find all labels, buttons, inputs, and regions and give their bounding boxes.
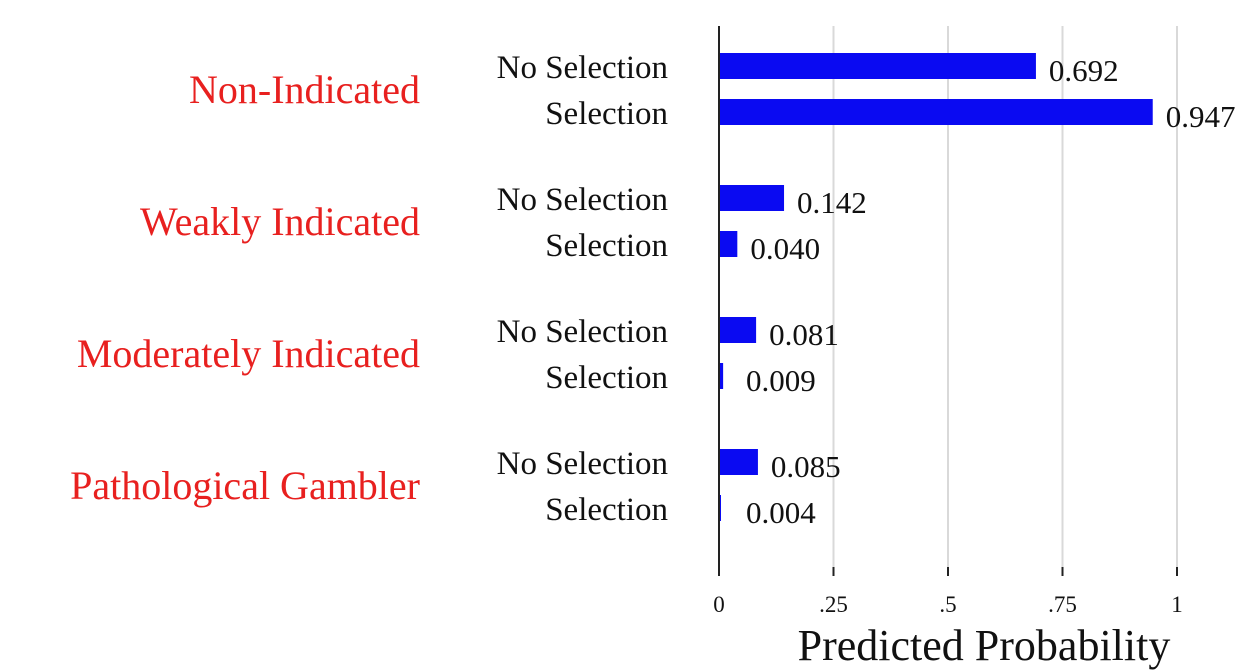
bar-category-label: No Selection	[497, 314, 668, 350]
x-tick-label: .25	[819, 592, 848, 617]
bar	[719, 99, 1153, 125]
group-label: Moderately Indicated	[77, 331, 420, 376]
bar-value-label: 0.040	[750, 231, 820, 266]
x-axis-ticks: 0 .25 .5 .75 1	[713, 567, 1183, 617]
bar-category-label: Selection	[545, 492, 668, 528]
group-label: Weakly Indicated	[140, 199, 420, 244]
x-tick-label: 1	[1171, 592, 1183, 617]
bar-value-label: 0.009	[746, 363, 816, 398]
group-label: Pathological Gambler	[70, 463, 420, 508]
x-tick-label: .5	[939, 592, 956, 617]
bar-value-label: 0.004	[746, 495, 816, 530]
bar-value-label: 0.692	[1049, 53, 1119, 88]
group-label: Non-Indicated	[189, 67, 420, 112]
bar-category-label: Selection	[545, 96, 668, 132]
bar-category-label: No Selection	[497, 182, 668, 218]
bar	[719, 363, 724, 389]
bar-value-label: 0.081	[769, 317, 839, 352]
bar	[719, 231, 738, 257]
bars	[719, 53, 1153, 521]
bar-category-label: Selection	[545, 228, 668, 264]
bar-category-label: Selection	[545, 360, 668, 396]
bar	[719, 449, 758, 475]
bar	[719, 53, 1036, 79]
bar-category-label: No Selection	[497, 50, 668, 86]
labels: Non-Indicated No Selection 0.692 Selection 0…	[70, 50, 1235, 530]
x-axis-title: Predicted Probability	[798, 621, 1171, 670]
bar-category-label: No Selection	[497, 446, 668, 482]
x-tick-label: 0	[713, 592, 725, 617]
bar-value-label: 0.085	[771, 449, 841, 484]
bar-value-label: 0.947	[1166, 99, 1236, 134]
bar-value-label: 0.142	[797, 185, 867, 220]
x-tick-label: .75	[1048, 592, 1077, 617]
bar	[719, 185, 785, 211]
bar	[719, 317, 757, 343]
